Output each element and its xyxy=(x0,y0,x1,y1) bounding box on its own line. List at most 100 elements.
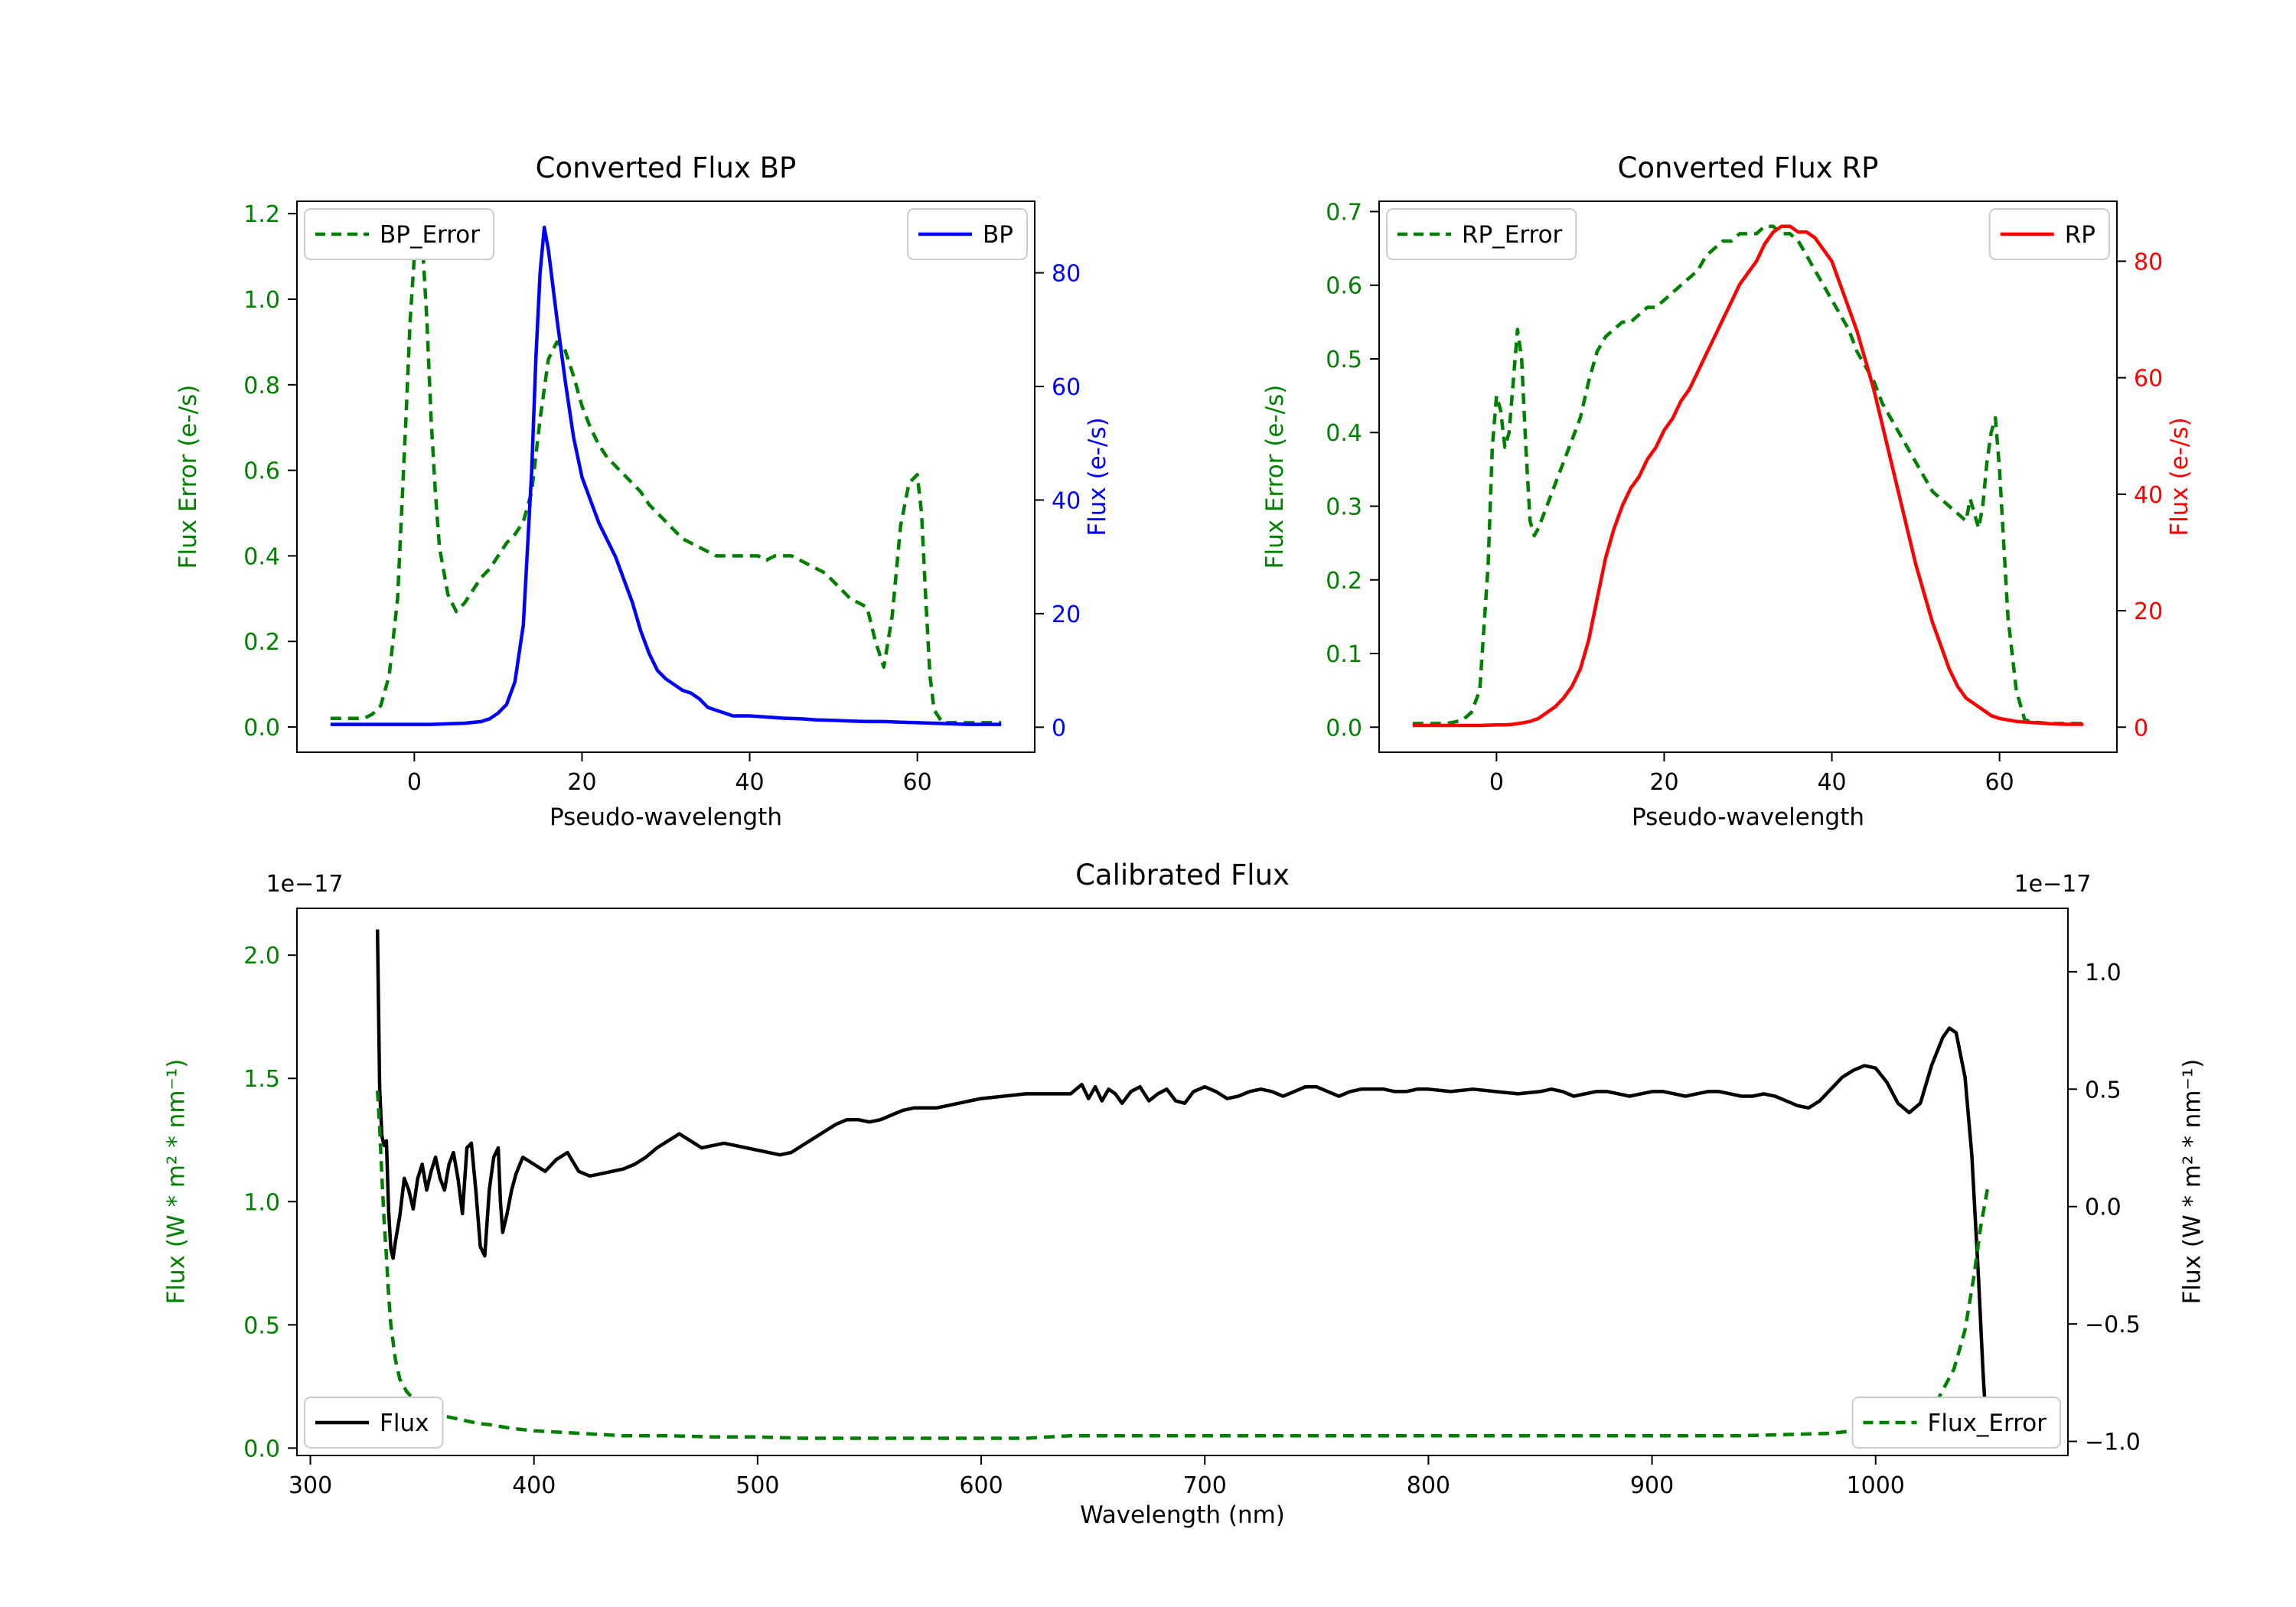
svg-text:20: 20 xyxy=(1649,769,1678,796)
legend-RP_Error: RP_Error xyxy=(1386,208,1577,260)
y-axis-label-rp-right: Flux (e-/s) xyxy=(2166,417,2193,536)
chart-title-calibrated: Calibrated Flux xyxy=(1075,859,1290,892)
svg-text:0: 0 xyxy=(2134,715,2148,742)
plot-area-rp: 0 20 40 60 0.0 0.1 0.2 0.3 0.4 0.5 0.6 0.7 0 20 40 60 80… xyxy=(1326,199,2163,796)
series-line-RP xyxy=(1412,224,2084,728)
y-axis-ticks-right: −1.0 −0.5 0.0 0.5 1.0 xyxy=(2068,960,2141,1456)
x-axis-ticks: 0 20 40 60 xyxy=(407,752,932,796)
legend-Flux: Flux xyxy=(304,1397,444,1449)
legend-label: Flux xyxy=(380,1410,429,1437)
y-axis-ticks-right: 0 20 40 60 80 xyxy=(2117,249,2163,742)
svg-text:0.5: 0.5 xyxy=(243,1312,280,1339)
y-axis-label-rp-left: Flux Error (e-/s) xyxy=(1261,384,1289,569)
plot-area-calibrated: 300 400 500 600 700 800 900 1000 0.0 0.5 1.0 1.5 2.0… xyxy=(243,871,2141,1499)
svg-text:1.2: 1.2 xyxy=(243,201,280,228)
svg-text:0.5: 0.5 xyxy=(2085,1077,2122,1103)
svg-text:60: 60 xyxy=(1985,769,2014,796)
x-axis-label-rp: Pseudo-wavelength xyxy=(1631,804,1864,831)
y-axis-ticks-left: 0.0 0.5 1.0 1.5 2.0 xyxy=(243,943,297,1462)
svg-text:0.2: 0.2 xyxy=(1326,568,1362,595)
legend-box xyxy=(1851,1397,2061,1449)
svg-text:600: 600 xyxy=(959,1472,1003,1499)
svg-text:0.8: 0.8 xyxy=(243,373,280,399)
svg-text:40: 40 xyxy=(2134,482,2163,509)
svg-text:0.0: 0.0 xyxy=(1326,715,1362,742)
axes-spines xyxy=(1378,200,2118,753)
y-axis-ticks-left: 0.0 0.2 0.4 0.6 0.8 1.0 1.2 xyxy=(243,201,297,742)
legend-box xyxy=(1386,208,1577,260)
svg-text:0.4: 0.4 xyxy=(243,543,280,570)
svg-text:0.6: 0.6 xyxy=(243,458,280,485)
svg-text:0.0: 0.0 xyxy=(243,1436,280,1462)
svg-text:20: 20 xyxy=(1052,601,1081,628)
svg-text:20: 20 xyxy=(567,769,596,796)
svg-text:0.7: 0.7 xyxy=(1326,199,1362,226)
svg-text:0.3: 0.3 xyxy=(1326,494,1362,521)
chart-title-bp: Converted Flux BP xyxy=(535,152,797,184)
legend-box xyxy=(304,1397,444,1449)
offset-text-right: 1e−17 xyxy=(2014,871,2092,898)
svg-text:1000: 1000 xyxy=(1847,1472,1905,1499)
svg-text:0.0: 0.0 xyxy=(243,715,280,742)
legend-label: RP xyxy=(2065,221,2095,249)
legend-label: Flux_Error xyxy=(1928,1410,2047,1437)
series-line-RP_Error xyxy=(1412,224,2084,725)
legend-BP: BP xyxy=(907,208,1028,260)
x-axis-label-calibrated: Wavelength (nm) xyxy=(1080,1501,1285,1529)
legend-Flux_Error: Flux_Error xyxy=(1851,1397,2061,1449)
plot-area-bp: 0 20 40 60 0.0 0.2 0.4 0.6 0.8 1.0 1.2 0 20 40 60 80 BP_… xyxy=(243,200,1081,796)
svg-text:0: 0 xyxy=(1489,769,1504,796)
svg-text:900: 900 xyxy=(1630,1472,1674,1499)
chart-title-rp: Converted Flux RP xyxy=(1617,152,1879,184)
svg-text:1.0: 1.0 xyxy=(2085,960,2122,986)
svg-text:−0.5: −0.5 xyxy=(2085,1312,2141,1338)
svg-text:1.0: 1.0 xyxy=(243,1189,280,1216)
y-axis-ticks-right: 0 20 40 60 80 xyxy=(1035,261,1081,742)
svg-text:0.5: 0.5 xyxy=(1326,347,1362,373)
series-line-Flux_Error xyxy=(375,1090,1990,1440)
svg-text:700: 700 xyxy=(1183,1472,1227,1499)
series-line-Flux xyxy=(375,929,1990,1446)
x-axis-label-bp: Pseudo-wavelength xyxy=(549,804,782,831)
svg-text:60: 60 xyxy=(903,769,932,796)
svg-text:0: 0 xyxy=(407,769,422,796)
x-axis-ticks: 300 400 500 600 700 800 900 1000 xyxy=(289,1455,1905,1499)
svg-text:−1.0: −1.0 xyxy=(2085,1429,2141,1456)
y-axis-label-bp-left: Flux Error (e-/s) xyxy=(174,384,202,569)
legend-label: RP_Error xyxy=(1462,221,1563,249)
svg-text:0.1: 0.1 xyxy=(1326,641,1362,668)
svg-text:0: 0 xyxy=(1052,715,1066,742)
y-axis-label-calibrated-left: Flux (W * m² * nm⁻¹) xyxy=(162,1058,191,1305)
y-axis-label-bp-right: Flux (e-/s) xyxy=(1084,417,1111,536)
svg-text:80: 80 xyxy=(1052,261,1081,288)
legend-box xyxy=(304,208,495,260)
legend-label: BP xyxy=(983,221,1013,249)
legend-label: BP_Error xyxy=(380,221,480,249)
svg-text:0.6: 0.6 xyxy=(1326,273,1362,300)
axes-spines xyxy=(296,908,2069,1456)
svg-text:1.5: 1.5 xyxy=(243,1066,280,1093)
svg-text:2.0: 2.0 xyxy=(243,943,280,970)
svg-text:0.2: 0.2 xyxy=(243,629,280,656)
svg-text:500: 500 xyxy=(735,1472,779,1499)
svg-text:0.4: 0.4 xyxy=(1326,420,1362,447)
legend-RP: RP xyxy=(1988,208,2110,260)
svg-text:800: 800 xyxy=(1407,1472,1450,1499)
svg-text:400: 400 xyxy=(512,1472,556,1499)
offset-text-left: 1e−17 xyxy=(266,871,344,898)
series-line-BP_Error xyxy=(330,224,1002,725)
svg-text:40: 40 xyxy=(1052,487,1081,514)
series-line-BP xyxy=(330,225,1002,726)
svg-text:40: 40 xyxy=(1817,769,1846,796)
svg-text:80: 80 xyxy=(2134,249,2163,275)
svg-text:60: 60 xyxy=(1052,374,1081,401)
svg-text:300: 300 xyxy=(289,1472,332,1499)
svg-text:20: 20 xyxy=(2134,598,2163,625)
axes-spines xyxy=(296,200,1035,753)
x-axis-ticks: 0 20 40 60 xyxy=(1489,752,2014,796)
svg-text:0.0: 0.0 xyxy=(2085,1195,2122,1221)
y-axis-label-calibrated-right: Flux (W * m² * nm⁻¹) xyxy=(2178,1058,2206,1305)
legend-BP_Error: BP_Error xyxy=(304,208,495,260)
svg-text:40: 40 xyxy=(735,769,764,796)
